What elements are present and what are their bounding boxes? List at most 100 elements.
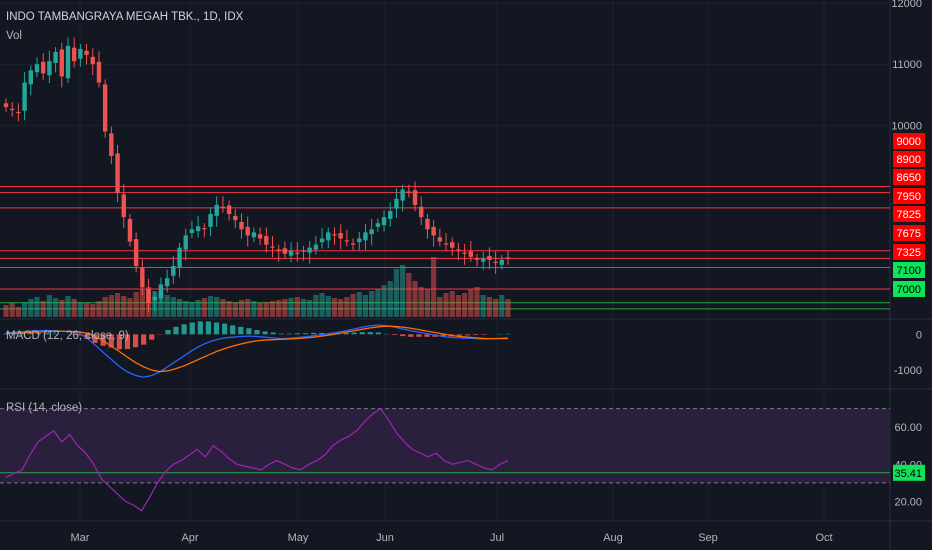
macd-histogram-bar [238,326,244,335]
volume-bar [164,295,170,317]
candle-body [431,226,436,236]
volume-bar [176,299,183,317]
candle-body [239,221,244,230]
price-level-badge [893,151,925,167]
volume-bars [3,257,511,317]
price-candles [3,37,511,313]
volume-bar [406,273,412,317]
candle-body [158,284,164,299]
macd-histogram-bar [3,333,9,335]
volume-bar [393,269,400,317]
macd-histogram-bar [416,334,422,337]
candle-body [220,206,226,208]
volume-bar [431,257,437,317]
macd-histogram-bar [505,333,511,335]
candle-body [412,190,418,205]
price-tick-label: 12000 [891,0,922,10]
price-level-badge [893,262,925,278]
volume-bar [412,281,418,317]
macd-histogram-bar [149,334,155,340]
candle-body [121,194,126,218]
price-level-label: 9000 [897,136,921,148]
candle-body [307,247,312,253]
macd-histogram-bar [464,334,471,336]
macd-histogram-bar [51,333,58,335]
macd-histogram-bar [213,322,220,335]
price-level-badge [893,225,925,241]
price-level-label: 7100 [897,265,921,277]
volume-bar [201,298,207,317]
candle-body [22,82,27,111]
candle-body [456,249,461,251]
price-tick-label: 10000 [891,120,922,132]
macd-histogram-bar [456,334,463,336]
volume-bar [418,287,424,317]
candle-body [177,247,182,268]
macd-histogram-bar [92,334,98,343]
time-axis[interactable]: Mar Apr May Jun Jul Aug Sep Oct [71,532,833,544]
candle-body [53,51,58,63]
price-level-badge [893,206,925,222]
candle-body [375,223,381,227]
macd-histogram-bar [294,333,301,335]
volume-bar [362,295,369,317]
volume-bar [59,300,65,317]
candle-body [202,228,207,230]
macd-histogram-bar [165,330,171,335]
price-level-label: 7675 [897,228,921,240]
candle-body [313,244,319,250]
candle-body [276,249,281,251]
candle-body [133,239,139,267]
volume-bar [238,300,245,317]
macd-histogram-bar [43,333,50,335]
price-level-label: 8650 [897,172,921,184]
volume-bar [65,296,71,317]
volume-bar [356,292,362,317]
volume-bar [437,297,443,317]
candle-body [350,243,356,245]
volume-bar [195,300,201,317]
volume-bar [52,298,59,317]
macd-histogram-bar [286,333,292,335]
macd-signal-line [5,325,509,373]
volume-bar [282,299,288,317]
price-level-badge [893,169,925,185]
volume-bar [331,298,338,317]
volume-bar [313,295,319,317]
candle-body [115,153,120,193]
candle-body [84,50,89,56]
volume-bar [424,289,431,317]
candle-body [214,204,219,216]
candle-body [183,235,188,250]
macd-histogram-bar [343,332,349,335]
time-tick-label: Mar [71,532,90,544]
candle-body [96,61,102,83]
candle-body [189,229,195,233]
volume-bar [449,291,455,317]
macd-histogram-bar [35,333,41,335]
candle-body [388,210,393,219]
candle-body [3,103,9,108]
volume-bar [294,297,300,317]
price-level-label: 7000 [897,284,921,296]
macd-histogram-bar [173,326,179,335]
volume-bar [338,299,344,317]
volume-bar [232,302,238,317]
macd-histogram-bar [230,325,236,335]
volume-bar [220,299,226,317]
price-axis[interactable]: 12000 11000 10000 9000 8900 8650 7950 7825 7675 7… [891,0,925,508]
candle-body [462,252,467,254]
time-tick-label: Jun [376,532,394,544]
macd-histogram-bar [246,328,252,335]
macd-histogram-bar [359,332,365,335]
price-level-label: 7825 [897,209,921,221]
volume-bar [170,297,176,317]
macd-tick-label: -1000 [894,365,922,377]
candle-body [251,232,257,238]
volume-bar [462,293,468,317]
volume-bar [344,297,350,317]
volume-bar [40,301,46,317]
volume-bar [400,265,406,317]
